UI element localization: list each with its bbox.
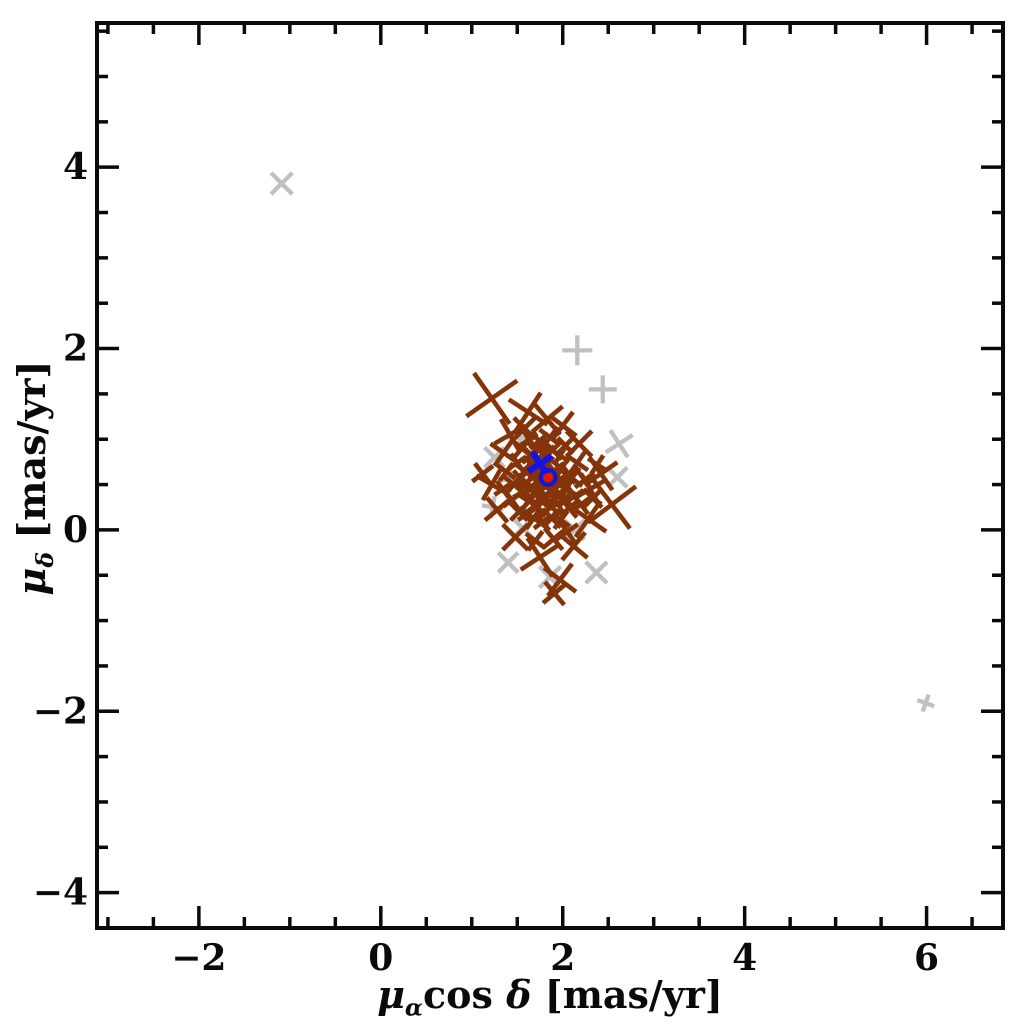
field-star-marker — [537, 564, 563, 590]
member-star-marker — [573, 499, 603, 539]
y-tick-label: 2 — [63, 328, 88, 370]
member-star-marker — [586, 484, 638, 525]
member-star-marker — [558, 498, 580, 518]
x-axis-title: μαcos δ [mas/yr] — [97, 972, 1003, 1022]
member-star-marker — [524, 506, 543, 531]
member-star-marker — [552, 509, 570, 531]
member-star-marker — [530, 404, 565, 434]
field-star-marker — [604, 433, 634, 455]
member-star-marker — [492, 438, 515, 468]
x-tick-label: 2 — [550, 937, 575, 979]
target-ring-marker — [538, 467, 558, 487]
member-star-marker — [556, 436, 575, 455]
x-tick-label: 4 — [732, 937, 757, 979]
x-tick-label: 6 — [914, 937, 939, 979]
member-star-marker — [512, 416, 537, 441]
member-star-marker — [550, 410, 575, 441]
y-tick-label: 4 — [63, 146, 88, 188]
member-star-marker — [508, 501, 530, 522]
y-axis-title: μδ [mas/yr] — [9, 361, 59, 596]
field-star-marker — [496, 551, 520, 574]
field-star-marker — [920, 693, 931, 713]
member-star-marker — [493, 481, 513, 497]
target-dot-marker — [543, 472, 553, 482]
member-star-marker — [501, 491, 522, 509]
y-tick-label: −2 — [33, 690, 88, 732]
member-star-marker — [497, 461, 515, 483]
field-star-marker — [269, 171, 294, 196]
member-star-marker — [583, 460, 619, 488]
member-star-marker — [567, 450, 587, 475]
y-axis-title-part: [mas/yr] — [9, 360, 55, 552]
x-axis-title-part: cos — [423, 972, 507, 1017]
member-star-marker — [516, 507, 536, 522]
plot-frame — [95, 21, 1005, 930]
member-star-marker — [526, 529, 545, 552]
x-axis-title-part: δ — [506, 972, 532, 1017]
y-axis-title-part: δ — [30, 551, 59, 568]
member-star-marker — [569, 495, 592, 514]
member-star-marker — [512, 438, 531, 459]
member-star-marker — [573, 470, 596, 490]
member-star-marker — [555, 522, 580, 542]
member-star-marker — [540, 425, 560, 450]
member-star-marker — [541, 507, 563, 529]
mean-pm-marker — [526, 453, 554, 475]
member-star-marker — [541, 581, 568, 605]
member-star-marker — [589, 454, 606, 476]
member-star-marker — [501, 522, 530, 552]
member-star-marker — [480, 467, 503, 502]
member-star-marker — [519, 542, 561, 572]
x-axis-title-part: α — [404, 993, 424, 1022]
x-axis-title-part: μ — [377, 972, 405, 1017]
member-star-marker — [581, 487, 604, 509]
x-tick-label: −2 — [171, 937, 226, 979]
x-axis-title-part: [mas/yr] — [531, 972, 723, 1017]
y-tick-label: −4 — [33, 872, 88, 914]
field-star-marker — [584, 560, 609, 585]
member-star-marker — [465, 378, 519, 419]
y-tick-label: 0 — [63, 509, 88, 551]
member-star-marker — [560, 530, 587, 562]
member-star-marker — [493, 423, 527, 446]
member-star-marker — [470, 464, 495, 484]
member-star-marker — [541, 528, 566, 550]
x-tick-label: 0 — [368, 937, 393, 979]
y-axis-title-part: μ — [9, 567, 55, 596]
